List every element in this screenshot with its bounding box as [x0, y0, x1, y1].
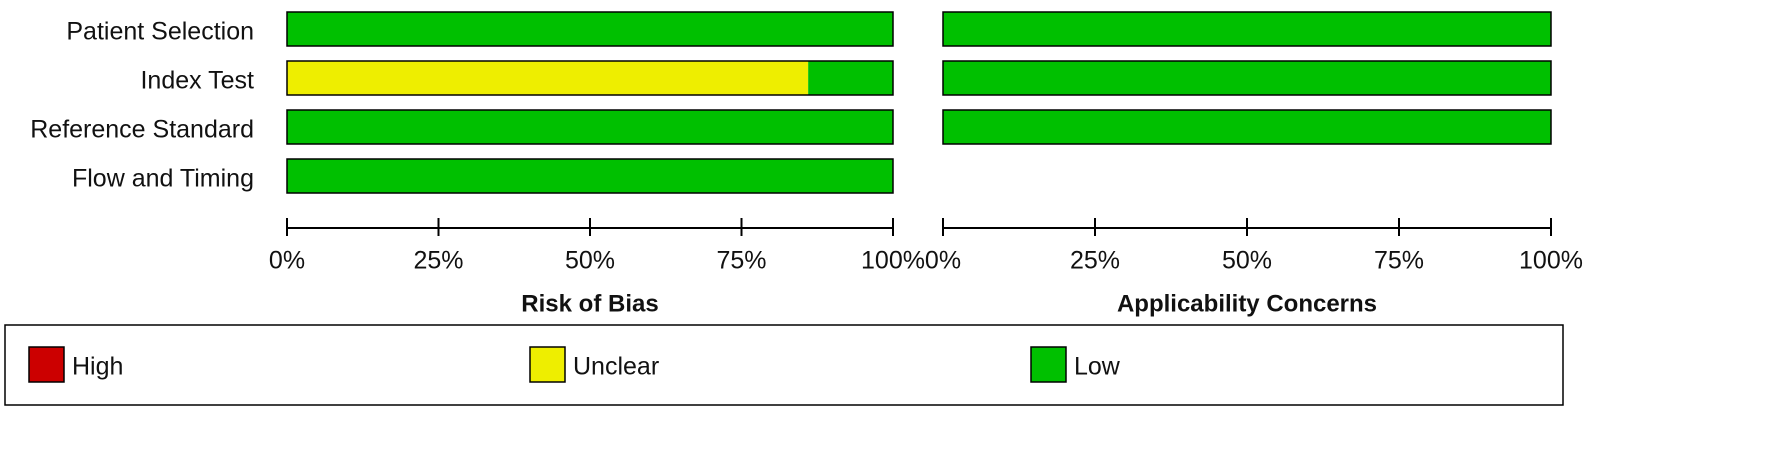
bar-outline — [286, 158, 894, 194]
x-tick-label: 50% — [1222, 247, 1272, 275]
category-label: Flow and Timing — [72, 165, 254, 193]
legend-swatch — [1030, 346, 1067, 383]
bar-segment — [943, 110, 1551, 144]
bar-outline — [286, 109, 894, 145]
legend-swatch — [28, 346, 65, 383]
bar-segment — [287, 159, 893, 193]
x-tick-label: 75% — [1374, 247, 1424, 275]
x-tick-label: 25% — [413, 247, 463, 275]
bar-segment — [287, 61, 809, 95]
bar-outline — [286, 60, 894, 96]
legend-label: High — [72, 353, 123, 381]
x-tick-label: 25% — [1070, 247, 1120, 275]
x-tick-label: 0% — [925, 247, 961, 275]
bar-segment — [943, 61, 1551, 95]
legend-swatch — [529, 346, 566, 383]
x-tick-label: 50% — [565, 247, 615, 275]
bar-outline — [942, 109, 1552, 145]
panel-title: Applicability Concerns — [1117, 290, 1377, 317]
x-tick-label: 100% — [861, 247, 925, 275]
bar-outline — [286, 11, 894, 47]
legend-label: Unclear — [573, 353, 659, 381]
bar-outline — [942, 60, 1552, 96]
legend-label: Low — [1074, 353, 1121, 381]
bar-segment — [287, 110, 893, 144]
legend-box — [4, 324, 1564, 406]
x-tick-label: 75% — [716, 247, 766, 275]
category-label: Index Test — [140, 67, 254, 95]
category-label: Reference Standard — [30, 116, 254, 144]
bar-segment — [808, 61, 893, 95]
x-tick-label: 0% — [269, 247, 305, 275]
panel-title: Risk of Bias — [521, 290, 658, 317]
x-tick-label: 100% — [1519, 247, 1583, 275]
bar-segment — [287, 12, 893, 46]
bar-segment — [943, 12, 1551, 46]
category-label: Patient Selection — [66, 18, 254, 46]
bar-outline — [942, 11, 1552, 47]
